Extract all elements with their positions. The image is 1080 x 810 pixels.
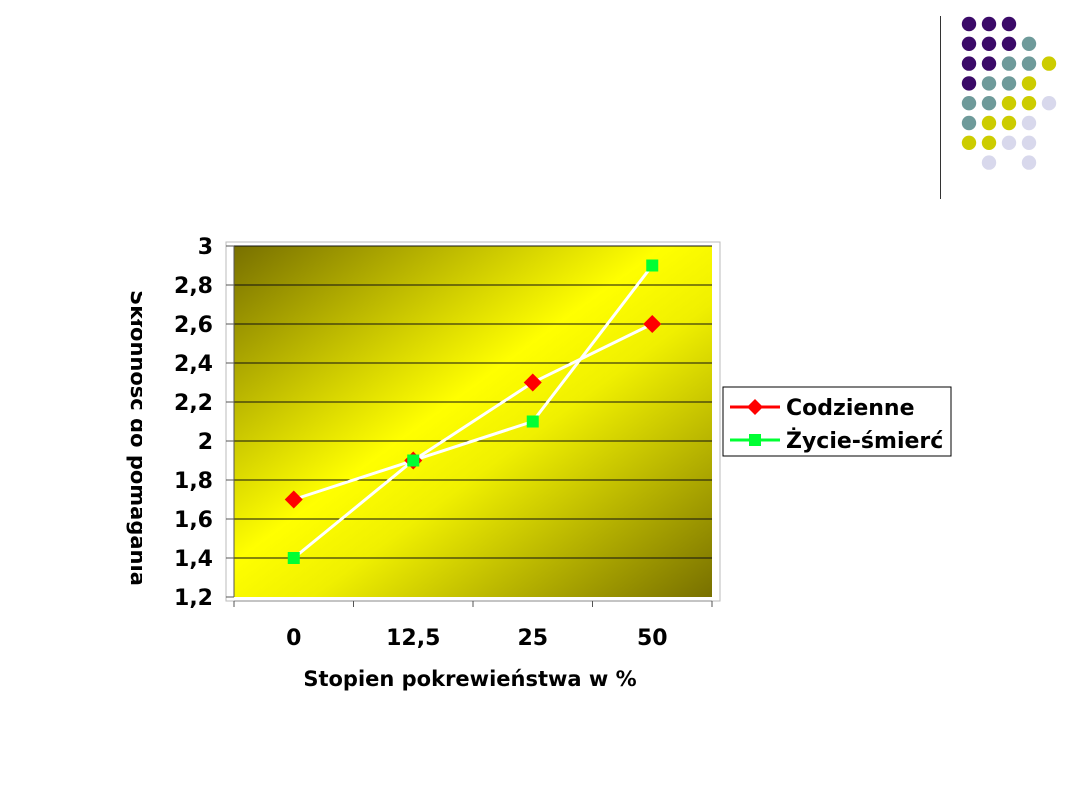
divider-line bbox=[940, 16, 941, 199]
decorative-dot bbox=[1021, 115, 1037, 131]
decorative-dot bbox=[1041, 56, 1057, 71]
decorative-dot bbox=[981, 115, 997, 131]
y-tick-label: 1,2 bbox=[174, 586, 213, 611]
legend-marker-diamond bbox=[747, 399, 763, 415]
data-point-diamond bbox=[523, 373, 542, 392]
decorative-dot bbox=[981, 76, 997, 91]
y-tick-label: 1,8 bbox=[174, 469, 213, 494]
decorative-dot bbox=[1021, 56, 1037, 71]
data-point-square bbox=[646, 259, 659, 272]
decorative-dot bbox=[981, 135, 997, 150]
decorative-dot bbox=[981, 36, 997, 51]
decorative-dot bbox=[981, 96, 997, 111]
data-point-diamond bbox=[284, 490, 303, 509]
x-axis-title: Stopien pokrewieństwa w % bbox=[303, 667, 636, 691]
decorative-dot bbox=[1001, 135, 1017, 150]
decorative-dot bbox=[961, 96, 977, 111]
decorative-dot bbox=[1041, 96, 1057, 111]
decorative-dot bbox=[1021, 76, 1037, 91]
data-point-square bbox=[526, 415, 539, 428]
decorative-dot bbox=[981, 56, 997, 71]
data-point-square bbox=[287, 552, 300, 564]
decorative-dot bbox=[961, 36, 977, 51]
decorative-dot bbox=[1021, 96, 1037, 111]
gridlines bbox=[226, 245, 712, 598]
y-tick-label: 1,6 bbox=[174, 508, 213, 533]
decorative-dot bbox=[1001, 16, 1017, 32]
decorative-dot bbox=[961, 76, 977, 91]
decorative-dot bbox=[961, 16, 977, 32]
y-tick-label: 2,6 bbox=[174, 313, 213, 338]
y-tick-label: 2,8 bbox=[174, 274, 213, 299]
decorative-dot bbox=[961, 135, 977, 150]
x-tick-labels: 0 12,5 25 50 bbox=[286, 626, 667, 651]
series-line bbox=[293, 322, 653, 501]
decorative-dot bbox=[1001, 36, 1017, 51]
decorative-dot bbox=[981, 16, 997, 32]
data-point-square bbox=[407, 454, 420, 467]
decorative-dot bbox=[1001, 56, 1017, 71]
x-tick-label: 50 bbox=[637, 626, 668, 651]
decorative-dot bbox=[1021, 155, 1037, 170]
y-tick-label: 1,4 bbox=[174, 547, 213, 572]
y-tick-label: 2,2 bbox=[174, 391, 213, 416]
decorative-dot bbox=[1001, 76, 1017, 91]
decorative-dot bbox=[981, 155, 997, 170]
legend-marker-square bbox=[749, 434, 761, 446]
decorative-dot bbox=[1021, 36, 1037, 51]
x-tick-label: 25 bbox=[517, 626, 548, 651]
series-line bbox=[292, 264, 654, 560]
legend-label: Codzienne bbox=[786, 396, 915, 421]
decorative-dot bbox=[1001, 115, 1017, 131]
y-axis-title: Skłonność do pomagania bbox=[126, 290, 150, 586]
decorative-dot bbox=[1021, 135, 1037, 150]
decorative-dot bbox=[961, 56, 977, 71]
data-point-diamond bbox=[643, 315, 662, 333]
y-tick-label: 2 bbox=[198, 430, 213, 455]
y-tick-labels: 1,2 1,4 1,6 1,8 2 2,2 2,4 2,6 2,8 3 bbox=[174, 235, 213, 611]
legend-label: Życie-śmierć bbox=[786, 428, 943, 454]
legend: Codzienne Życie-śmierć bbox=[722, 386, 952, 457]
y-tick-label: 2,4 bbox=[174, 352, 213, 377]
x-tick-label: 0 bbox=[286, 626, 301, 651]
y-tick-label: 3 bbox=[198, 235, 213, 260]
axes bbox=[233, 246, 713, 607]
decorative-dot bbox=[1001, 96, 1017, 111]
decorative-dot-grid bbox=[961, 16, 1057, 170]
series-markers bbox=[284, 259, 662, 564]
decorative-dot bbox=[961, 115, 977, 131]
series-lines bbox=[292, 264, 654, 560]
x-tick-label: 12,5 bbox=[386, 626, 440, 651]
